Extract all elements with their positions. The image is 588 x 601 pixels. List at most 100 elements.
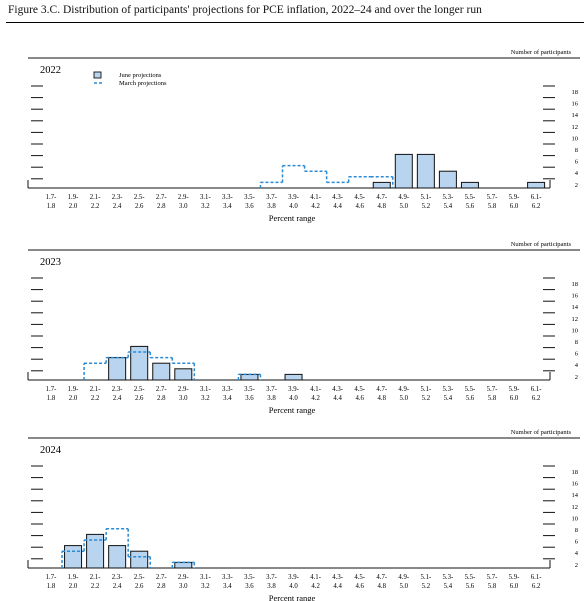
x-tick-label-bottom: 6.0 xyxy=(510,583,519,590)
x-tick-label-top: 3.7- xyxy=(266,194,277,201)
figure-title: Figure 3.C. Distribution of participants… xyxy=(8,4,482,16)
x-tick-label-top: 4.9- xyxy=(398,574,409,581)
x-tick-label-bottom: 2.6 xyxy=(135,395,144,402)
x-tick-label-top: 2.5- xyxy=(134,574,145,581)
bar-june xyxy=(460,181,479,189)
x-tick-label-bottom: 5.0 xyxy=(400,203,409,210)
x-tick-label-bottom: 1.8 xyxy=(47,583,56,590)
x-tick-label-bottom: 4.6 xyxy=(355,203,364,210)
x-tick-label-bottom: 3.4 xyxy=(223,583,232,590)
x-tick-label-top: 4.5- xyxy=(354,386,365,393)
x-tick-label-bottom: 3.6 xyxy=(245,583,254,590)
ylabel-number-of-participants: Number of participants xyxy=(511,49,572,56)
x-tick-label-bottom: 3.8 xyxy=(267,395,276,402)
x-tick-label-top: 5.5- xyxy=(465,194,476,201)
xlabel-percent-range: Percent range xyxy=(269,213,316,223)
x-tick-label-bottom: 4.4 xyxy=(333,203,342,210)
y-tick-label: 16 xyxy=(572,101,579,108)
x-tick-label-top: 4.3- xyxy=(332,386,343,393)
x-tick-label-top: 3.7- xyxy=(266,574,277,581)
x-tick-label-top: 3.1- xyxy=(200,574,211,581)
bar-june xyxy=(174,368,193,381)
x-tick-label-top: 5.1- xyxy=(420,574,431,581)
x-tick-label-bottom: 3.6 xyxy=(245,203,254,210)
x-tick-label-bottom: 4.4 xyxy=(333,583,342,590)
bar-june xyxy=(394,153,413,189)
x-tick-label-bottom: 2.0 xyxy=(69,203,78,210)
y-tick-label: 6 xyxy=(575,159,579,166)
x-tick-label-bottom: 2.2 xyxy=(91,395,100,402)
x-tick-label-top: 1.7- xyxy=(46,574,57,581)
x-tick-label-bottom: 3.0 xyxy=(179,583,188,590)
bar-june xyxy=(438,170,457,189)
x-tick-label-bottom: 5.8 xyxy=(488,583,497,590)
x-tick-label-top: 4.5- xyxy=(354,574,365,581)
bar-june xyxy=(108,545,127,569)
x-tick-label-bottom: 2.4 xyxy=(113,583,122,590)
x-tick-label-top: 2.3- xyxy=(112,386,123,393)
y-tick-label: 16 xyxy=(572,293,579,300)
x-tick-label-top: 6.1- xyxy=(531,574,542,581)
x-tick-label-bottom: 3.4 xyxy=(223,395,232,402)
legend-swatch-june xyxy=(93,71,102,79)
x-tick-label-top: 5.3- xyxy=(443,574,454,581)
y-tick-label: 8 xyxy=(575,339,578,346)
y-tick-label: 6 xyxy=(575,351,579,358)
y-tick-label: 14 xyxy=(572,304,579,311)
y-tick-label: 16 xyxy=(572,481,579,488)
x-tick-label-top: 3.5- xyxy=(244,574,255,581)
chart-panel-2022: Number of participants 2022 18 16 14 12 10 8 6 4 2… xyxy=(27,49,580,223)
x-tick-label-top: 6.1- xyxy=(531,194,542,201)
x-tick-label-top: 4.1- xyxy=(310,194,321,201)
x-tick-label-top: 3.7- xyxy=(266,386,277,393)
chart-panel-2024: Number of participants 2024 18 16 14 12 10 8 6 4 2… xyxy=(27,429,580,601)
x-tick-label-top: 2.3- xyxy=(112,574,123,581)
bar-june xyxy=(527,181,546,189)
x-tick-label-bottom: 4.0 xyxy=(289,583,298,590)
x-tick-label-top: 3.5- xyxy=(244,194,255,201)
bar-june xyxy=(86,533,105,569)
x-tick-label-bottom: 1.8 xyxy=(47,203,56,210)
y-tick-label: 14 xyxy=(572,492,579,499)
x-tick-label-bottom: 5.4 xyxy=(444,203,453,210)
x-tick-label-bottom: 1.8 xyxy=(47,395,56,402)
x-tick-label-top: 1.9- xyxy=(68,574,79,581)
x-tick-label-top: 5.7- xyxy=(487,386,498,393)
bar-june xyxy=(240,373,259,381)
x-tick-label-top: 1.9- xyxy=(68,386,79,393)
x-tick-label-bottom: 2.6 xyxy=(135,203,144,210)
x-tick-label-bottom: 2.6 xyxy=(135,583,144,590)
bar-june xyxy=(108,357,127,381)
x-tick-label-top: 3.9- xyxy=(288,574,299,581)
x-tick-label-top: 5.3- xyxy=(443,194,454,201)
x-tick-label-top: 5.5- xyxy=(465,574,476,581)
x-tick-label-bottom: 5.6 xyxy=(466,203,475,210)
y-tick-label: 6 xyxy=(575,539,579,546)
x-tick-label-top: 2.3- xyxy=(112,194,123,201)
x-tick-label-bottom: 4.6 xyxy=(355,395,364,402)
x-tick-label-bottom: 2.8 xyxy=(157,583,166,590)
x-tick-label-bottom: 5.2 xyxy=(422,203,431,210)
x-tick-label-bottom: 5.0 xyxy=(400,583,409,590)
x-tick-label-top: 2.7- xyxy=(156,194,167,201)
x-tick-label-top: 2.7- xyxy=(156,574,167,581)
y-tick-label: 4 xyxy=(575,170,579,177)
y-tick-label: 4 xyxy=(575,550,579,557)
chart-panel-2023: Number of participants 2023 18 16 14 12 10 8 6 4 2… xyxy=(27,241,580,415)
x-tick-label-top: 4.9- xyxy=(398,386,409,393)
y-tick-label: 10 xyxy=(572,135,579,142)
x-tick-label-top: 2.1- xyxy=(90,386,101,393)
x-tick-label-bottom: 5.2 xyxy=(422,395,431,402)
x-tick-label-bottom: 2.4 xyxy=(113,203,122,210)
x-tick-label-top: 4.7- xyxy=(376,386,387,393)
y-tick-label: 8 xyxy=(575,147,578,154)
x-tick-label-bottom: 3.2 xyxy=(201,583,210,590)
x-tick-label-bottom: 5.8 xyxy=(488,395,497,402)
x-tick-label-bottom: 4.2 xyxy=(311,583,320,590)
x-tick-label-bottom: 2.4 xyxy=(113,395,122,402)
x-tick-label-bottom: 5.8 xyxy=(488,203,497,210)
x-tick-label-bottom: 5.6 xyxy=(466,583,475,590)
x-tick-label-bottom: 2.8 xyxy=(157,395,166,402)
bar-june xyxy=(174,561,193,569)
